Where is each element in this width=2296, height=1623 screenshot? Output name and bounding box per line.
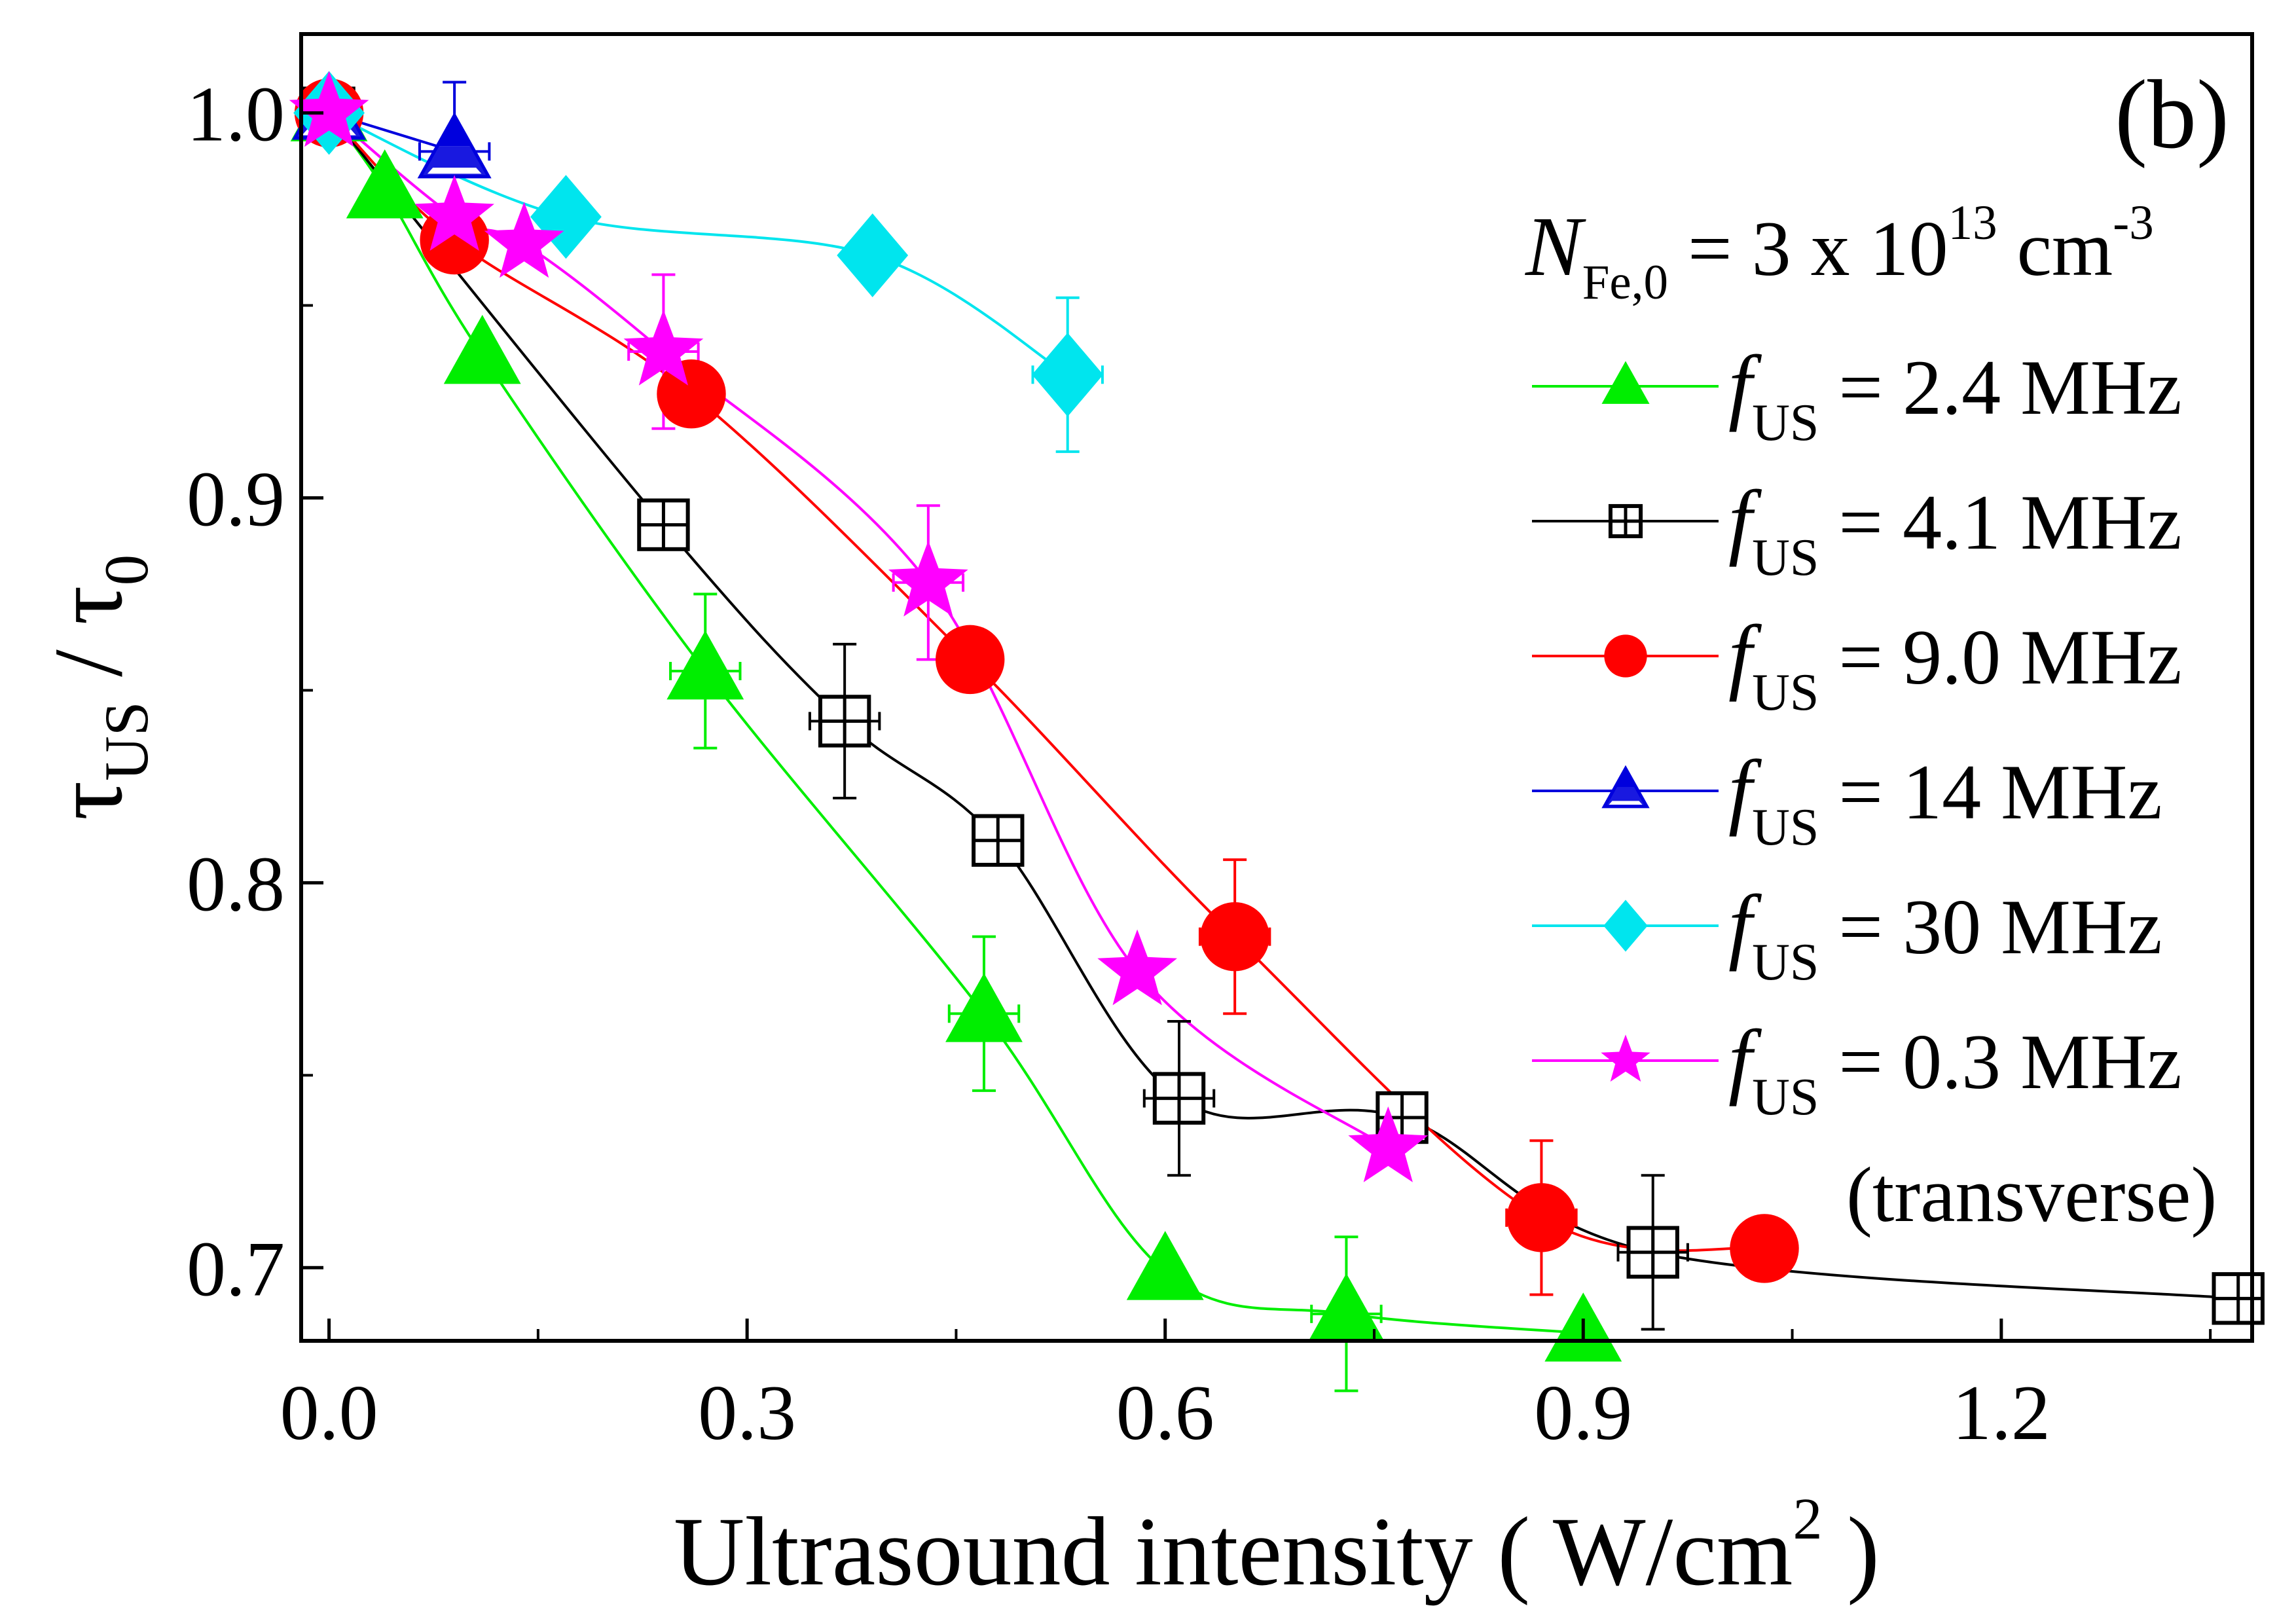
data-point-5	[484, 202, 564, 278]
legend-label: fUS = 30 MHz	[1728, 878, 2162, 991]
data-point-1	[1626, 1226, 1679, 1279]
data-point-5	[888, 540, 968, 617]
legend: NFe,0 = 3 x 1013 cm-3 fUS = 2.4 MHz fUS = …	[1525, 196, 2217, 1238]
data-point-0	[666, 630, 744, 700]
data-point-3	[417, 112, 492, 179]
y-axis-label-slash: /	[34, 625, 143, 702]
data-markers	[289, 71, 2265, 1362]
legend-marker	[1603, 900, 1648, 952]
legend-entry-2: fUS = 9.0 MHz	[1532, 608, 2182, 721]
legend-label-subscript: US	[1752, 664, 1819, 721]
x-axis-label-main: Ultrasound intensity ( W/cm	[674, 1497, 1793, 1606]
data-point-4	[837, 213, 909, 298]
legend-entry-3: fUS = 14 MHz	[1532, 743, 2162, 856]
legend-marker	[1608, 503, 1643, 539]
legend-header-unit-sup: -3	[2113, 196, 2153, 250]
data-point-0	[1307, 1273, 1385, 1343]
legend-entry-1: fUS = 4.1 MHz	[1532, 473, 2182, 587]
legend-marker	[1604, 634, 1647, 678]
legend-label: fUS = 14 MHz	[1728, 743, 2162, 856]
legend-header-subscript: Fe,0	[1582, 255, 1668, 310]
legend-header-text: = 3 x 10	[1668, 205, 1948, 292]
plot-frame	[299, 32, 2254, 1343]
legend-footer: (transverse)	[1846, 1151, 2217, 1238]
legend-marker	[1601, 765, 1650, 809]
axis-ticks: 0.0 0.3 0.6 0.9 1.2 0.7 0.8 0.9 1.0	[187, 71, 2212, 1456]
x-axis-label-sup: 2	[1793, 1487, 1823, 1552]
y-axis-label-tau2: τ	[34, 585, 143, 625]
data-point-1	[818, 695, 871, 748]
legend-label: fUS = 2.4 MHz	[1728, 338, 2182, 452]
data-point-2	[1506, 1183, 1576, 1252]
data-point-2	[657, 359, 726, 429]
legend-label-text: = 9.0 MHz	[1819, 613, 2181, 701]
x-tick-label: 0.0	[280, 1369, 378, 1456]
data-point-2	[1200, 902, 1269, 972]
legend-entry-5: fUS = 0.3 MHz	[1532, 1013, 2182, 1126]
legend-label-subscript: US	[1752, 529, 1819, 587]
legend-label-subscript: US	[1752, 799, 1819, 856]
y-tick-label: 0.7	[187, 1225, 285, 1312]
data-point-4	[1032, 333, 1104, 417]
y-tick-label: 1.0	[187, 71, 285, 158]
data-point-0	[346, 149, 424, 219]
data-point-2	[420, 205, 489, 275]
y-axis-label-sub-0: 0	[92, 555, 161, 586]
y-tick-label: 0.8	[187, 840, 285, 927]
legend-header-unit: cm	[1997, 205, 2113, 292]
data-point-5	[1097, 929, 1177, 1006]
legend-label: fUS = 9.0 MHz	[1728, 608, 2182, 721]
data-point-5	[1348, 1106, 1429, 1182]
x-tick-label: 0.6	[1116, 1369, 1214, 1456]
legend-label: fUS = 4.1 MHz	[1728, 473, 2182, 587]
legend-header-symbol: N	[1525, 200, 1586, 294]
y-axis-label-tau: τ	[34, 781, 143, 820]
data-point-1	[1152, 1072, 1206, 1125]
legend-label-subscript: US	[1752, 394, 1819, 452]
legend-label-text: = 30 MHz	[1819, 883, 2162, 970]
data-point-0	[443, 314, 521, 384]
data-point-2	[1730, 1214, 1799, 1283]
data-point-1	[2212, 1272, 2265, 1325]
legend-marker	[1601, 361, 1650, 404]
legend-entry-4: fUS = 30 MHz	[1532, 878, 2162, 991]
legend-marker	[1601, 1034, 1650, 1082]
legend-header: NFe,0 = 3 x 1013 cm-3	[1525, 196, 2154, 310]
y-axis-label: τUS / τ0	[34, 555, 161, 820]
y-axis-label-sub-us: US	[92, 701, 161, 780]
error-bars	[418, 81, 1689, 1393]
data-point-5	[414, 175, 494, 251]
legend-label-text: = 0.3 MHz	[1819, 1018, 2181, 1105]
x-tick-label: 0.3	[698, 1369, 796, 1456]
x-axis-label: Ultrasound intensity ( W/cm2 )	[674, 1487, 1880, 1606]
series-curves	[327, 111, 2238, 1335]
x-tick-label: 0.9	[1534, 1369, 1632, 1456]
legend-entry-0: fUS = 2.4 MHz	[1532, 338, 2182, 452]
legend-header-sup: 13	[1948, 196, 1997, 250]
legend-label-text: = 2.4 MHz	[1819, 344, 2181, 431]
data-point-5	[623, 310, 704, 386]
data-point-5	[289, 71, 369, 147]
legend-label-subscript: US	[1752, 1068, 1819, 1126]
legend-label-text: = 4.1 MHz	[1819, 479, 2181, 566]
legend-label: fUS = 0.3 MHz	[1728, 1013, 2182, 1126]
x-tick-label: 1.2	[1952, 1369, 2050, 1456]
data-point-1	[972, 814, 1025, 867]
series-curve-1	[328, 112, 2238, 1300]
y-tick-label: 0.9	[187, 455, 285, 542]
data-point-2	[936, 625, 1005, 695]
legend-label-text: = 14 MHz	[1819, 748, 2162, 835]
legend-label-subscript: US	[1752, 934, 1819, 991]
data-point-0	[1126, 1231, 1204, 1300]
panel-label: (b)	[2115, 60, 2229, 169]
data-point-1	[637, 498, 690, 551]
x-axis-label-end: )	[1823, 1497, 1880, 1606]
data-point-0	[945, 973, 1023, 1042]
